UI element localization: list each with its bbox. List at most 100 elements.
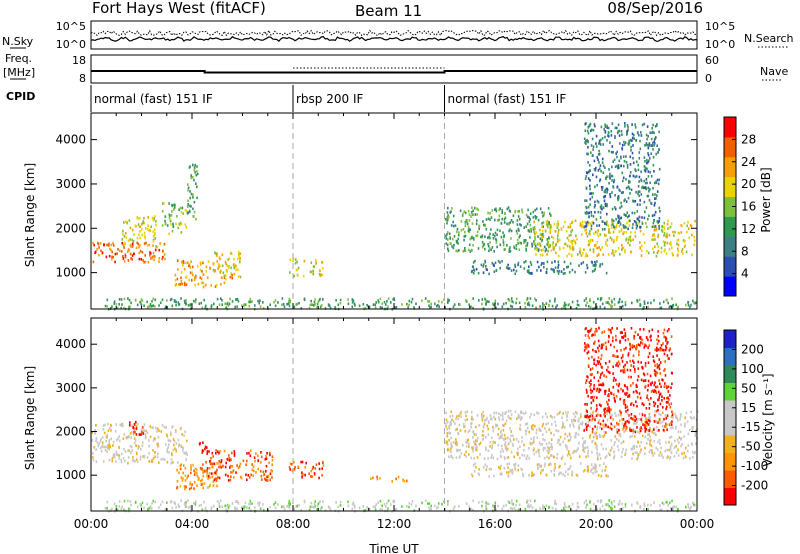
- colorbar-tick-label: 12: [741, 222, 756, 236]
- scatter-region-4: [174, 259, 234, 289]
- velocity-panel: 1000 2000 3000 4000 00:00 04:00 08:00 12:00 16:0…: [23, 317, 775, 554]
- date-label: 08/Sep/2016: [607, 0, 703, 17]
- colorbar-tick-label: -15: [741, 420, 761, 434]
- beam-label: Beam 11: [355, 2, 422, 20]
- velocity-ylabel: Slant Range [km]: [23, 366, 37, 470]
- colorbar-tick-label: 8: [741, 244, 749, 258]
- colorbar-swatch: [724, 216, 736, 237]
- colorbar-tick-label: -200: [741, 479, 768, 493]
- colorbar-tick-label: 4: [741, 267, 749, 281]
- scatter-region-11: [583, 122, 661, 231]
- colorbar-swatch: [724, 487, 736, 506]
- colorbar-swatch: [724, 196, 736, 217]
- velocity-colorbar: -200 -100 -50 -15 15 50 100 200: [723, 329, 768, 506]
- colorbar-swatch: [724, 365, 736, 383]
- nsky-traces: [90, 29, 698, 43]
- nave-tick-bottom: 0: [705, 72, 712, 85]
- scatter-region-9: [470, 462, 609, 478]
- power-colorbar-label: Power [dB]: [759, 167, 773, 232]
- power-axes: 1000 2000 3000 4000: [55, 112, 698, 310]
- velocity-data: [91, 326, 699, 513]
- colorbar-swatch: [724, 435, 736, 453]
- colorbar-swatch: [724, 176, 736, 198]
- freq-trace: [91, 70, 697, 74]
- freq-tick-top: 18: [72, 54, 86, 67]
- colorbar-tick-label: 20: [741, 177, 756, 191]
- cpid-label: CPID: [6, 90, 35, 103]
- cpid-segment-0: normal (fast) 151 IF: [94, 92, 213, 106]
- scatter-region-8: [445, 409, 699, 461]
- cpid-segments: normal (fast) 151 IF rbsp 200 IF normal (f…: [90, 85, 567, 112]
- nsky-label: N.Sky: [2, 35, 34, 48]
- freq-label-line1: Freq.: [5, 52, 32, 65]
- velocity-colorbar-label: Velocity [m s⁻¹]: [761, 373, 775, 466]
- colorbar-tick-label: 24: [741, 155, 756, 169]
- colorbar-tick-label: 15: [741, 401, 756, 415]
- scatter-region-10: [470, 259, 608, 276]
- y-tick-label: 2000: [55, 221, 86, 235]
- colorbar-swatch: [724, 400, 736, 418]
- scatter-region-0: [92, 241, 166, 264]
- colorbar-swatch: [724, 470, 736, 488]
- colorbar-swatch: [724, 417, 736, 436]
- x-tick-label: 12:00: [377, 517, 412, 531]
- nsky-tick-bottom: 10^0: [56, 38, 86, 51]
- scatter-region-5: [288, 460, 325, 480]
- scatter-region-1: [121, 215, 159, 249]
- colorbar-swatch: [724, 347, 736, 366]
- scatter-region-3: [199, 449, 274, 482]
- scatter-region-2: [161, 202, 189, 236]
- nave-label: Nave: [760, 65, 788, 78]
- freq-traces: [91, 67, 697, 74]
- nsky-tick-top: 10^5: [56, 20, 86, 33]
- colorbar-swatch: [724, 156, 736, 178]
- colorbar-swatch: [724, 236, 736, 257]
- colorbar-swatch: [724, 382, 736, 401]
- colorbar-swatch: [724, 452, 736, 471]
- x-tick-label: 20:00: [579, 517, 614, 531]
- velocity-axes: 1000 2000 3000 4000 00:00 04:00 08:00 12:00 16:0…: [55, 317, 715, 531]
- colorbar-swatch: [724, 330, 736, 348]
- cpid-segment-2: normal (fast) 151 IF: [448, 92, 567, 106]
- freq-panel: Freq. [MHz] 18 8 60 0 Nave: [3, 52, 788, 85]
- y-tick-label: 1000: [55, 266, 86, 280]
- colorbar-frame: [723, 329, 737, 506]
- scatter-region-5: [212, 250, 242, 280]
- nsearch-tick-bottom: 10^0: [705, 38, 735, 51]
- colorbar-tick-label: 50: [741, 381, 756, 395]
- x-tick-label: 00:00: [680, 517, 715, 531]
- power-data: [92, 122, 697, 311]
- scatter-region-4: [198, 441, 208, 455]
- colorbar-swatch: [724, 256, 736, 277]
- freq-label-line2: [MHz]: [3, 66, 35, 79]
- power-colorbar: 4 8 12 16 20 24 28: [723, 116, 756, 297]
- power-ylabel: Slant Range [km]: [23, 163, 37, 267]
- scatter-region-6: [289, 257, 324, 278]
- colorbar-swatch: [724, 276, 736, 297]
- freq-tick-bottom: 8: [79, 72, 86, 85]
- nsearch-tick-top: 10^5: [705, 20, 735, 33]
- y-tick-label: 2000: [55, 425, 86, 439]
- scatter-region-6: [370, 475, 408, 483]
- scatter-region-0: [91, 422, 188, 465]
- scatter-region-3: [187, 163, 199, 221]
- x-tick-label: 16:00: [478, 517, 513, 531]
- nsearch-label: N.Search: [744, 32, 794, 45]
- scatter-region-9: [533, 219, 696, 258]
- station-title: Fort Hays West (fitACF): [92, 0, 266, 17]
- scatter-region-10: [583, 326, 674, 434]
- nsearch-trace: [90, 29, 698, 37]
- y-tick-label: 1000: [55, 468, 86, 482]
- scatter-region-1: [129, 420, 145, 436]
- x-tick-label: 08:00: [276, 517, 311, 531]
- nave-tick-top: 60: [705, 54, 719, 67]
- x-axis-title: Time UT: [368, 542, 419, 554]
- x-tick-label: 04:00: [175, 517, 210, 531]
- colorbar-tick-label: 16: [741, 200, 756, 214]
- y-tick-label: 4000: [55, 337, 86, 351]
- y-tick-label: 3000: [55, 381, 86, 395]
- cpid-segment-1: rbsp 200 IF: [296, 92, 363, 106]
- x-tick-label: 00:00: [74, 517, 109, 531]
- colorbar-tick-label: -100: [741, 459, 768, 473]
